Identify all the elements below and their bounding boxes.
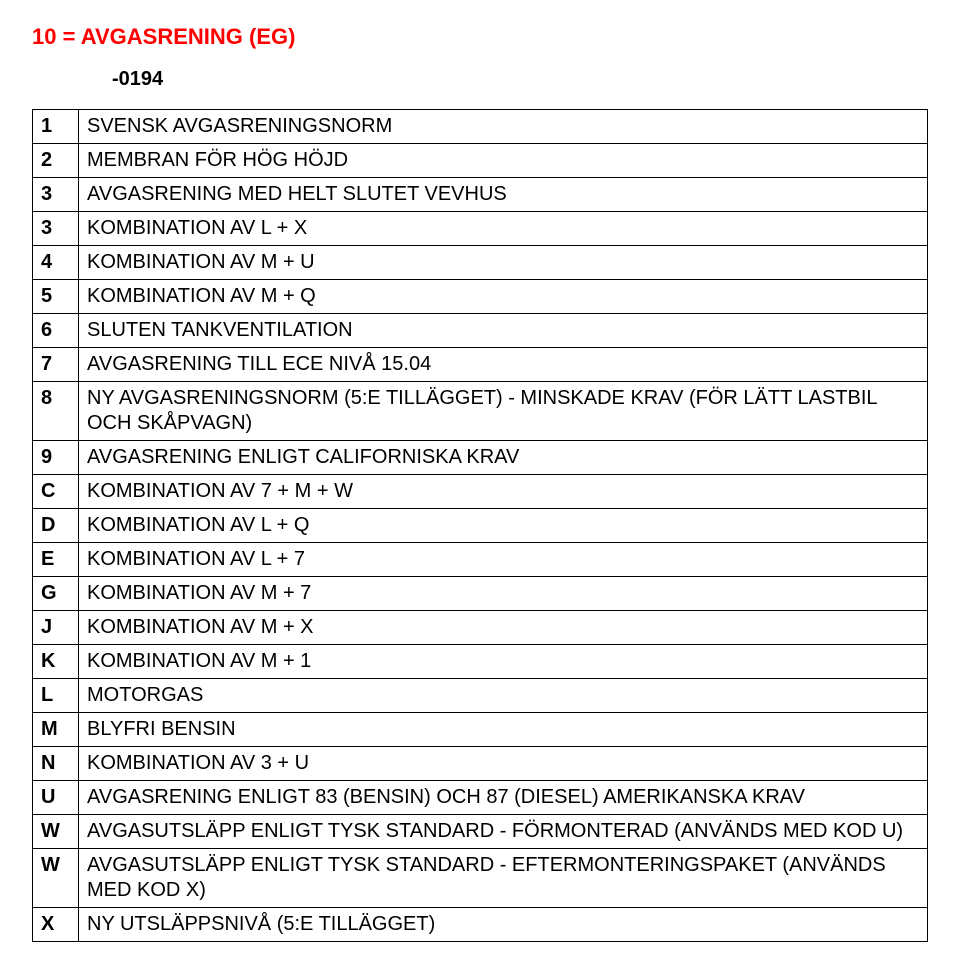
desc-cell: NY AVGASRENINGSNORM (5:E TILLÄGGET) - MI… [79,382,928,441]
desc-cell: AVGASRENING ENLIGT CALIFORNISKA KRAV [79,441,928,475]
table-row: 3AVGASRENING MED HELT SLUTET VEVHUS [33,178,928,212]
desc-cell: KOMBINATION AV 3 + U [79,747,928,781]
code-cell: L [33,679,79,713]
desc-cell: KOMBINATION AV M + U [79,246,928,280]
desc-cell: MOTORGAS [79,679,928,713]
desc-cell: AVGASRENING TILL ECE NIVÅ 15.04 [79,348,928,382]
desc-cell: AVGASUTSLÄPP ENLIGT TYSK STANDARD - FÖRM… [79,815,928,849]
table-row: NKOMBINATION AV 3 + U [33,747,928,781]
code-cell: N [33,747,79,781]
table-row: MBLYFRI BENSIN [33,713,928,747]
code-cell: U [33,781,79,815]
table-row: GKOMBINATION AV M + 7 [33,577,928,611]
desc-cell: MEMBRAN FÖR HÖG HÖJD [79,144,928,178]
subcode-label: -0194 [112,68,928,91]
table-row: 9AVGASRENING ENLIGT CALIFORNISKA KRAV [33,441,928,475]
table-row: 1SVENSK AVGASRENINGSNORM [33,110,928,144]
table-row: DKOMBINATION AV L + Q [33,509,928,543]
code-cell: 7 [33,348,79,382]
code-cell: W [33,849,79,908]
table-row: 3KOMBINATION AV L + X [33,212,928,246]
desc-cell: KOMBINATION AV M + 7 [79,577,928,611]
code-cell: W [33,815,79,849]
table-row: 4KOMBINATION AV M + U [33,246,928,280]
table-row: 6SLUTEN TANKVENTILATION [33,314,928,348]
desc-cell: AVGASRENING MED HELT SLUTET VEVHUS [79,178,928,212]
code-cell: 1 [33,110,79,144]
desc-cell: KOMBINATION AV L + X [79,212,928,246]
code-cell: K [33,645,79,679]
desc-cell: BLYFRI BENSIN [79,713,928,747]
table-row: 7AVGASRENING TILL ECE NIVÅ 15.04 [33,348,928,382]
code-cell: D [33,509,79,543]
code-cell: C [33,475,79,509]
code-cell: 3 [33,178,79,212]
table-row: 8NY AVGASRENINGSNORM (5:E TILLÄGGET) - M… [33,382,928,441]
code-cell: E [33,543,79,577]
table-row: EKOMBINATION AV L + 7 [33,543,928,577]
desc-cell: SVENSK AVGASRENINGSNORM [79,110,928,144]
code-cell: M [33,713,79,747]
page-title: 10 = AVGASRENING (EG) [32,24,928,50]
desc-cell: NY UTSLÄPPSNIVÅ (5:E TILLÄGGET) [79,908,928,942]
desc-cell: SLUTEN TANKVENTILATION [79,314,928,348]
table-row: JKOMBINATION AV M + X [33,611,928,645]
table-row: KKOMBINATION AV M + 1 [33,645,928,679]
codes-table: 1SVENSK AVGASRENINGSNORM2MEMBRAN FÖR HÖG… [32,109,928,942]
table-row: WAVGASUTSLÄPP ENLIGT TYSK STANDARD - FÖR… [33,815,928,849]
code-cell: J [33,611,79,645]
desc-cell: KOMBINATION AV M + X [79,611,928,645]
code-cell: X [33,908,79,942]
desc-cell: AVGASUTSLÄPP ENLIGT TYSK STANDARD - EFTE… [79,849,928,908]
table-row: CKOMBINATION AV 7 + M + W [33,475,928,509]
desc-cell: KOMBINATION AV M + Q [79,280,928,314]
table-row: LMOTORGAS [33,679,928,713]
desc-cell: AVGASRENING ENLIGT 83 (BENSIN) OCH 87 (D… [79,781,928,815]
table-row: XNY UTSLÄPPSNIVÅ (5:E TILLÄGGET) [33,908,928,942]
desc-cell: KOMBINATION AV L + 7 [79,543,928,577]
desc-cell: KOMBINATION AV M + 1 [79,645,928,679]
code-cell: 4 [33,246,79,280]
desc-cell: KOMBINATION AV L + Q [79,509,928,543]
code-cell: 8 [33,382,79,441]
code-cell: 5 [33,280,79,314]
code-cell: 3 [33,212,79,246]
desc-cell: KOMBINATION AV 7 + M + W [79,475,928,509]
code-cell: 2 [33,144,79,178]
code-cell: 9 [33,441,79,475]
code-cell: 6 [33,314,79,348]
code-cell: G [33,577,79,611]
table-row: 2MEMBRAN FÖR HÖG HÖJD [33,144,928,178]
table-row: WAVGASUTSLÄPP ENLIGT TYSK STANDARD - EFT… [33,849,928,908]
table-row: 5KOMBINATION AV M + Q [33,280,928,314]
table-row: UAVGASRENING ENLIGT 83 (BENSIN) OCH 87 (… [33,781,928,815]
